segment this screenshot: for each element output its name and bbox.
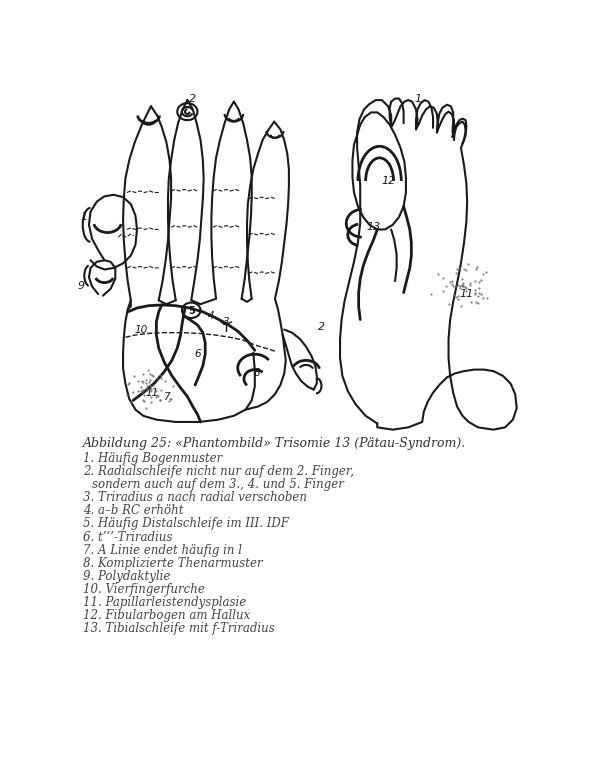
Text: 3: 3 xyxy=(223,317,229,326)
Text: 7: 7 xyxy=(163,392,170,401)
Text: 8. Komplizierte Thenarmuster: 8. Komplizierte Thenarmuster xyxy=(83,557,262,570)
Text: 12. Fibularbogen am Hallux: 12. Fibularbogen am Hallux xyxy=(83,609,250,622)
Text: 2: 2 xyxy=(318,323,325,332)
Text: 9: 9 xyxy=(77,282,85,291)
Text: 4. a–b RC erhöht: 4. a–b RC erhöht xyxy=(83,504,183,517)
Text: 6. t’’’-Triradius: 6. t’’’-Triradius xyxy=(83,531,172,544)
Text: 13: 13 xyxy=(366,223,380,232)
Text: 12: 12 xyxy=(382,176,396,186)
Text: 4: 4 xyxy=(208,311,214,320)
Text: 5: 5 xyxy=(188,306,194,316)
Text: 11. Papillarleistendysplasie: 11. Papillarleistendysplasie xyxy=(83,596,246,609)
Text: sondern auch auf dem 3., 4. und 5. Finger: sondern auch auf dem 3., 4. und 5. Finge… xyxy=(92,478,344,491)
Text: 1: 1 xyxy=(415,94,422,103)
Text: Abbildung 25: «Phantombild» Trisomie 13 (Pätau-Syndrom).: Abbildung 25: «Phantombild» Trisomie 13 … xyxy=(83,437,466,450)
Text: 10: 10 xyxy=(134,325,148,334)
Text: 13. Tibialschleife mit f-Triradius: 13. Tibialschleife mit f-Triradius xyxy=(83,622,275,635)
Text: 3. Triradius a nach radial verschoben: 3. Triradius a nach radial verschoben xyxy=(83,491,307,504)
Text: 11: 11 xyxy=(146,388,159,397)
Text: 5. Häufig Distalschleife im III. IDF: 5. Häufig Distalschleife im III. IDF xyxy=(83,517,289,531)
Text: 1. Häufig Bogenmuster: 1. Häufig Bogenmuster xyxy=(83,452,222,465)
Text: 8: 8 xyxy=(254,369,260,378)
Text: 1: 1 xyxy=(81,213,88,222)
Text: 10. Vierfingerfurche: 10. Vierfingerfurche xyxy=(83,583,205,596)
Text: 9. Polydaktylie: 9. Polydaktylie xyxy=(83,570,170,583)
Text: 2. Radialschleife nicht nur auf dem 2. Finger,: 2. Radialschleife nicht nur auf dem 2. F… xyxy=(83,465,354,478)
Text: 2: 2 xyxy=(189,94,196,103)
Text: 7. A Linie endet häufig in l: 7. A Linie endet häufig in l xyxy=(83,544,242,557)
Text: 11: 11 xyxy=(459,290,473,299)
Text: 6: 6 xyxy=(194,350,201,359)
